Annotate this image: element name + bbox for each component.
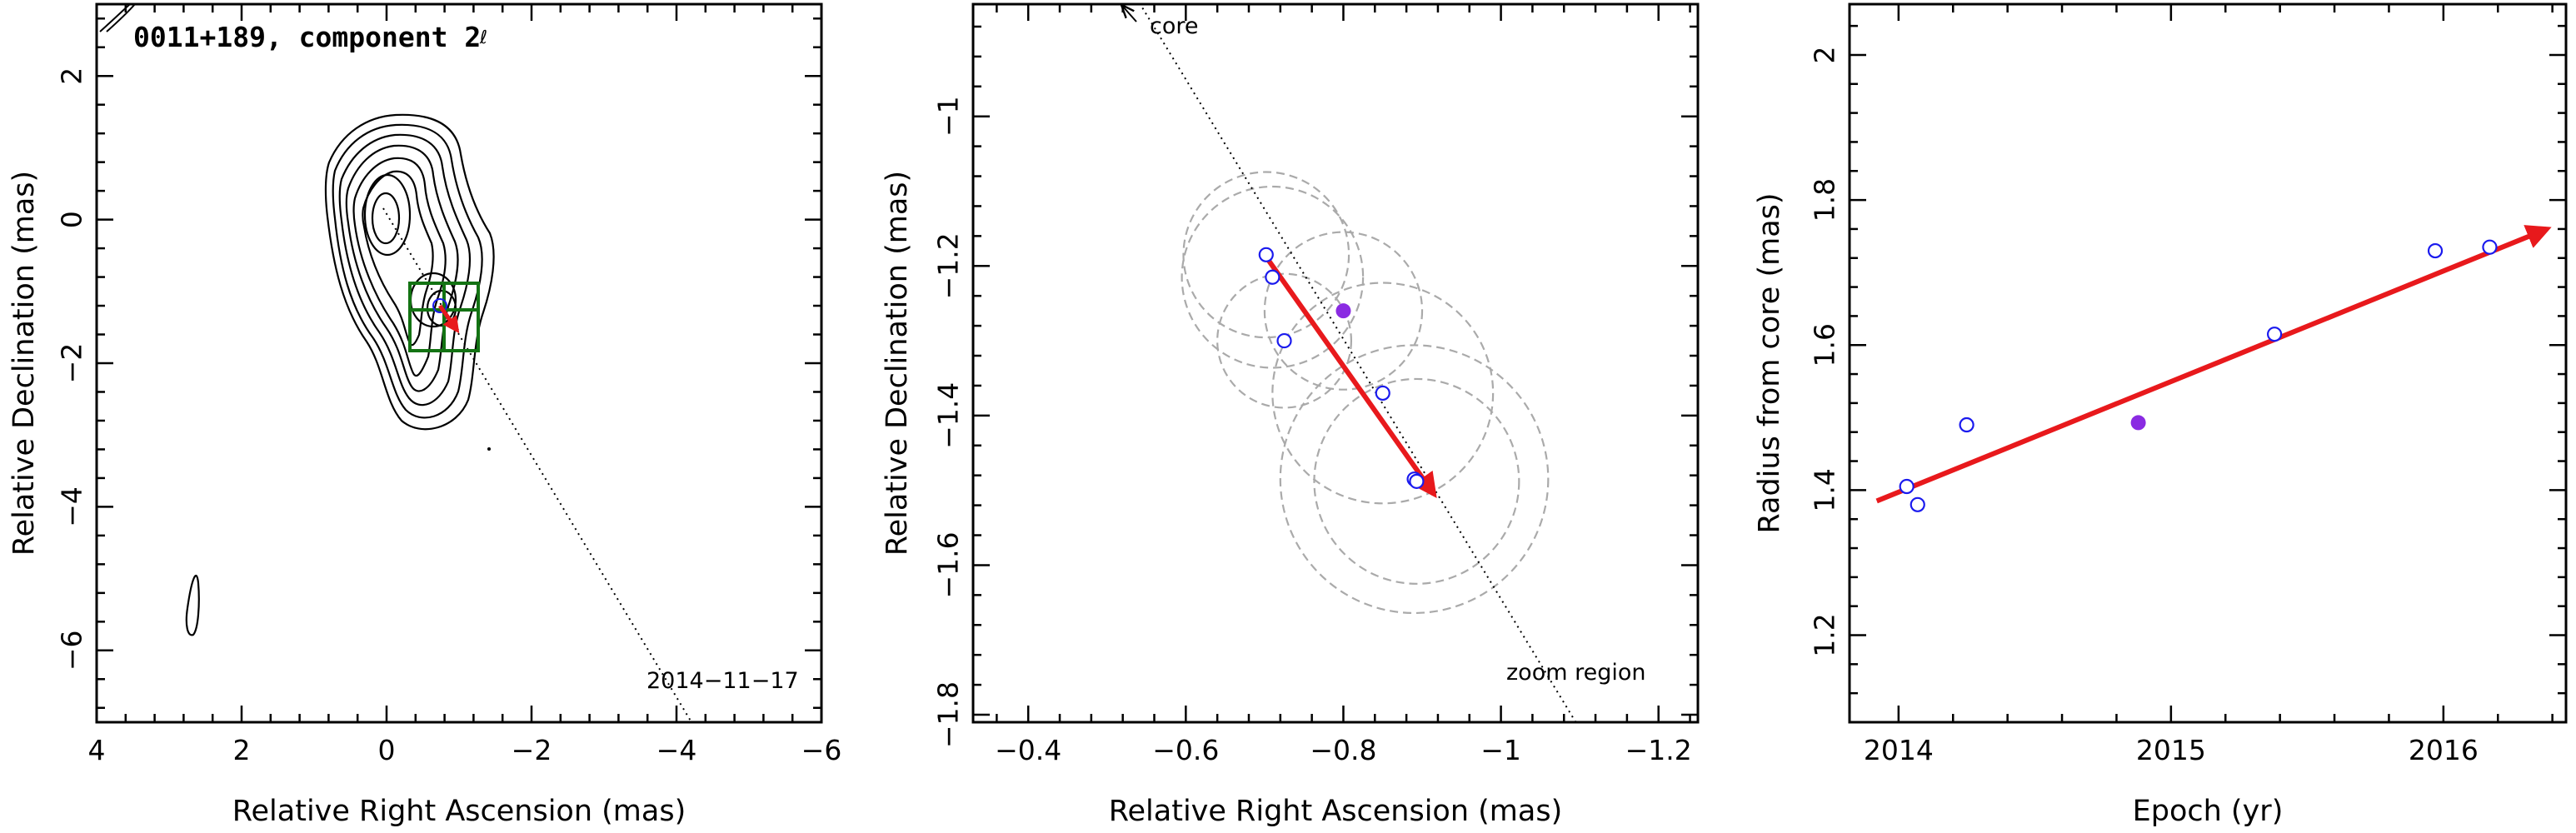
y-tick-label: −1.8: [932, 681, 965, 748]
y-tick-label: −2: [56, 343, 88, 384]
axis-ticks: [1850, 4, 2566, 722]
tilde-glyph: ℓ: [479, 27, 487, 48]
x-tick-labels: −0.4 −0.6 −0.8 −1 −1.2: [995, 734, 1692, 766]
y-axis-title: Radius from core (mas): [1753, 192, 1786, 533]
core-direction-path: [382, 207, 692, 722]
y-axis-title: Relative Declination (mas): [881, 171, 914, 556]
radius-points: [1899, 239, 2498, 512]
beam-circle: [1216, 272, 1353, 409]
core-direction-line: [1141, 7, 1577, 722]
mean-point: [1335, 303, 1351, 319]
component-points: [1258, 247, 1425, 489]
beam-marker-corner: [99, 4, 136, 32]
axis-ticks: [973, 4, 1698, 722]
radius-point: [2482, 239, 2498, 255]
y-tick-label: −1.4: [932, 382, 965, 449]
x-tick-label: −0.4: [995, 734, 1061, 766]
x-tick-labels: 4 2 0 −2 −4 −6: [88, 734, 842, 766]
y-tick-label: −1.2: [932, 232, 965, 299]
x-tick-label: 2016: [2409, 734, 2479, 766]
beam-circle: [1181, 185, 1365, 369]
radius-point: [1899, 478, 1915, 495]
x-tick-label: 4: [88, 734, 106, 766]
x-tick-label: −1.2: [1625, 734, 1692, 766]
y-tick-label: −1: [932, 96, 965, 137]
model-component-marker: [432, 298, 447, 313]
radius-epoch-panel: 2014 2015 2016 1.2 1.4 1.6 1.8 2 Epoch (yr) Ra…: [1753, 2, 2568, 828]
x-tick-labels: 2014 2015 2016: [1864, 734, 2479, 766]
y-axis-title: Relative Declination (mas): [7, 171, 41, 556]
direction-arrow: [1262, 253, 1437, 499]
component-point: [1409, 473, 1425, 489]
x-tick-label: 2015: [2136, 734, 2206, 766]
radius-point: [2267, 327, 2283, 342]
zoom-panel: −0.4 −0.6 −0.8 −1 −1.2 −1 −1.2 −1.4 −1.6 −1.8 co…: [881, 2, 1700, 828]
y-tick-label: −4: [56, 486, 88, 527]
contour-point: [487, 447, 491, 451]
component-point: [1375, 385, 1390, 402]
y-tick-label: 1.6: [1809, 323, 1841, 367]
y-tick-labels: 2 0 −2 −4 −6: [56, 67, 88, 671]
y-tick-label: 2: [1809, 46, 1841, 63]
x-axis-title: Relative Right Ascension (mas): [232, 795, 686, 828]
radius-point: [2427, 242, 2444, 259]
component-arrow: [437, 304, 460, 334]
y-tick-labels: −1 −1.2 −1.4 −1.6 −1.8: [932, 96, 965, 748]
component-point: [1276, 332, 1292, 349]
contour-map-panel: 4 2 0 −2 −4 −6 2 0 −2 −4 −6 0011+189, component 2…: [7, 2, 842, 828]
y-tick-label: 2: [56, 67, 88, 85]
y-tick-labels: 1.2 1.4 1.6 1.8 2: [1809, 46, 1841, 656]
zoom-box: [408, 282, 480, 352]
beam-circle: [1263, 231, 1424, 391]
panel-title: 0011+189, component 2: [133, 21, 481, 53]
axis-ticks: [95, 4, 823, 722]
x-axis-title: Epoch (yr): [2133, 795, 2284, 828]
epoch-annotation: 2014−11−17: [646, 668, 799, 694]
component-point: [1258, 247, 1274, 262]
radius-point: [1910, 496, 1925, 512]
plot-frame: [95, 2, 823, 724]
y-tick-label: 0: [56, 211, 88, 228]
x-tick-label: 0: [378, 734, 396, 766]
fit-arrow: [1875, 225, 2552, 504]
beam-circle: [1279, 344, 1550, 615]
beam-circle: [1313, 377, 1520, 585]
y-tick-label: 1.2: [1809, 613, 1841, 656]
x-tick-label: −2: [512, 734, 552, 766]
plot-frame: [1848, 2, 2568, 724]
radius-point: [1959, 416, 1974, 433]
x-tick-label: 2014: [1864, 734, 1934, 766]
plot-frame: [971, 2, 1700, 724]
x-tick-label: −1: [1480, 734, 1521, 766]
y-tick-label: 1.8: [1809, 178, 1841, 222]
x-tick-label: −0.8: [1310, 734, 1376, 766]
zoom-region-label: zoom region: [1506, 660, 1645, 686]
y-tick-label: 1.4: [1809, 468, 1841, 511]
x-tick-label: −4: [656, 734, 697, 766]
beam-circle: [1182, 171, 1350, 339]
mean-point: [2130, 415, 2146, 431]
core-label: core: [1150, 13, 1198, 39]
x-tick-label: −0.6: [1152, 734, 1219, 766]
component-point: [1265, 269, 1281, 285]
y-tick-label: −6: [56, 630, 88, 671]
contour-map: [99, 4, 692, 722]
beam-circles: [1181, 171, 1550, 615]
y-tick-label: −1.6: [932, 531, 965, 598]
x-tick-label: 2: [233, 734, 251, 766]
x-axis-title: Relative Right Ascension (mas): [1109, 795, 1562, 828]
core-pointer: [1123, 7, 1137, 22]
x-tick-label: −6: [801, 734, 842, 766]
